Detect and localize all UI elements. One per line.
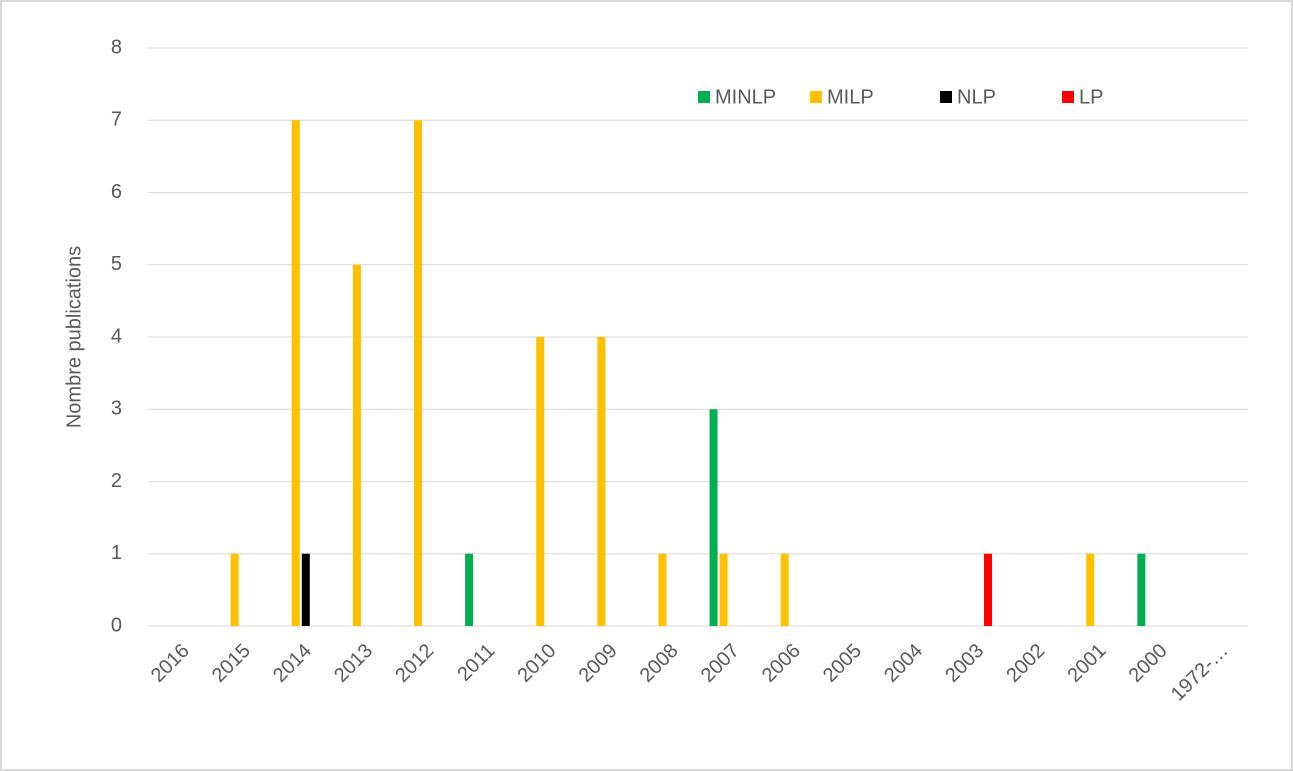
legend-swatch bbox=[810, 91, 822, 103]
y-tick-label: 6 bbox=[111, 181, 122, 203]
bar bbox=[465, 553, 474, 626]
legend-label: LP bbox=[1079, 86, 1103, 108]
legend-swatch bbox=[940, 91, 952, 103]
y-tick-label: 0 bbox=[111, 614, 122, 636]
bar bbox=[301, 553, 310, 626]
bar bbox=[230, 553, 239, 626]
y-tick-label: 3 bbox=[111, 398, 122, 420]
legend-label: MINLP bbox=[715, 86, 776, 108]
y-axis-title: Nombre publications bbox=[63, 246, 85, 428]
legend-swatch bbox=[1062, 91, 1074, 103]
y-tick-label: 7 bbox=[111, 109, 122, 131]
y-tick-label: 5 bbox=[111, 253, 122, 275]
bar bbox=[984, 553, 992, 626]
bar bbox=[597, 337, 606, 626]
bar bbox=[1137, 553, 1146, 626]
y-tick-label: 4 bbox=[111, 325, 122, 347]
bar bbox=[709, 409, 718, 626]
legend-label: NLP bbox=[957, 86, 996, 108]
bar bbox=[780, 553, 789, 626]
legend-swatch bbox=[698, 91, 710, 103]
bar bbox=[1086, 553, 1095, 626]
bar bbox=[414, 120, 422, 626]
bar bbox=[291, 120, 300, 626]
bar bbox=[352, 264, 361, 626]
legend-label: MILP bbox=[827, 86, 874, 108]
bar bbox=[658, 553, 667, 626]
bar bbox=[536, 337, 545, 626]
y-tick-label: 1 bbox=[111, 542, 122, 564]
y-tick-label: 8 bbox=[111, 36, 122, 58]
bar bbox=[719, 553, 728, 626]
y-tick-label: 2 bbox=[111, 470, 122, 492]
